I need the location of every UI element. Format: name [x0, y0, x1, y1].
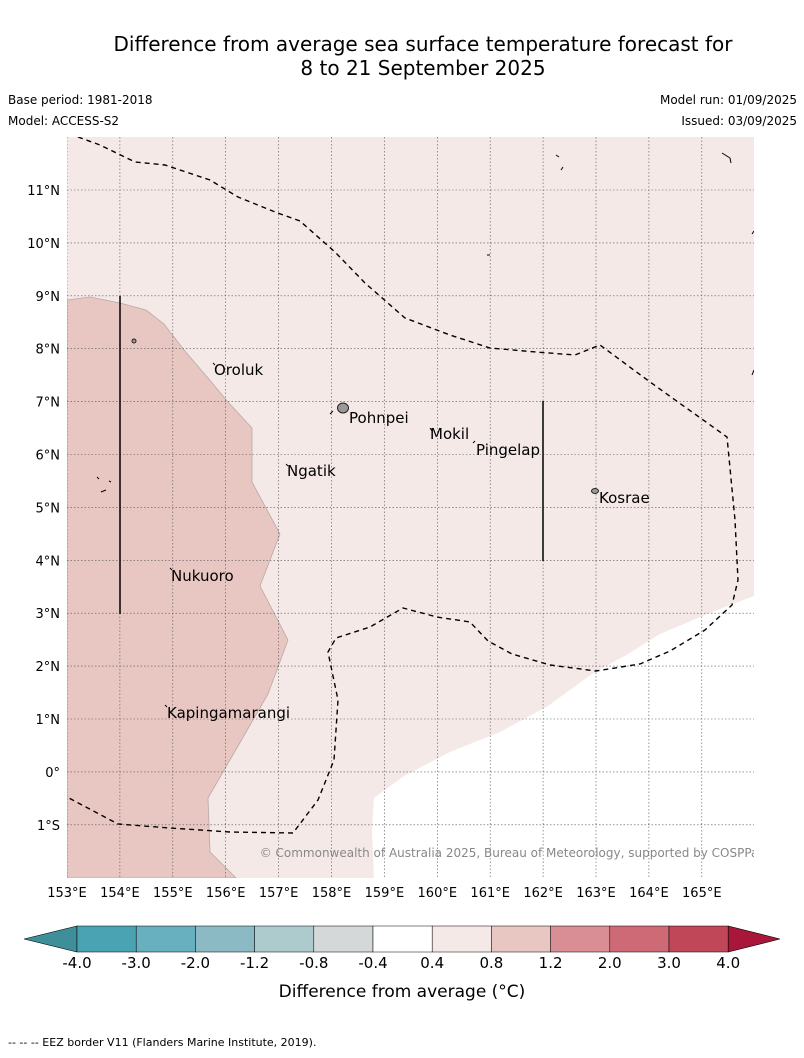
colorbar-tick-label: -4.0 — [62, 954, 91, 972]
latitude-tick-label: 8°N — [36, 343, 61, 358]
place-label-pohnpei: Pohnpei — [349, 409, 409, 427]
colorbar-swatch — [491, 925, 551, 953]
longitude-tick-label: 159°E — [365, 886, 405, 901]
colorbar-swatch — [609, 925, 670, 953]
title-line-2: 8 to 21 September 2025 — [300, 56, 546, 80]
anomaly-band-0-8-1-2 — [67, 296, 289, 878]
base-period: Base period: 1981-2018 — [8, 93, 153, 107]
place-label-ngatik: Ngatik — [287, 462, 336, 480]
chart-title: Difference from average sea surface temp… — [0, 32, 804, 80]
model-run: Model run: 01/09/2025 — [659, 93, 797, 107]
colorbar-tick-label: -0.8 — [299, 954, 328, 972]
colorbar-tick-label: 0.4 — [420, 954, 444, 972]
longitude-tick-label: 161°E — [470, 886, 510, 901]
colorbar-extension-low — [23, 925, 78, 953]
graticule — [67, 137, 754, 878]
longitude-tick-label: 160°E — [418, 886, 458, 901]
colorbar-swatch — [135, 925, 196, 953]
eez-border-fsm — [67, 137, 739, 834]
colorbar-swatch — [76, 925, 137, 953]
colorbar-swatch — [372, 925, 433, 953]
colorbar-swatch — [254, 925, 315, 953]
colorbar — [23, 925, 781, 953]
eez-borders — [67, 137, 739, 834]
copyright-notice: © Commonwealth of Australia 2025, Bureau… — [260, 846, 765, 860]
title-line-1: Difference from average sea surface temp… — [113, 32, 733, 56]
colorbar-swatch — [550, 925, 611, 953]
longitude-tick-label: 156°E — [206, 886, 246, 901]
latitude-tick-label: 9°N — [36, 290, 61, 305]
longitude-tick-label: 158°E — [312, 886, 352, 901]
colorbar-tick-label: -1.2 — [240, 954, 269, 972]
colorbar-extension-high — [727, 925, 781, 953]
longitude-tick-label: 165°E — [682, 886, 722, 901]
place-label-kosrae: Kosrae — [599, 489, 650, 507]
islands — [131, 338, 599, 494]
latitude-tick-label: 11°N — [27, 184, 60, 199]
latitude-tick-label: 2°N — [36, 660, 61, 675]
colorbar-label: Difference from average (°C) — [279, 982, 526, 1002]
island-pohnpei — [337, 402, 349, 414]
small-atolls — [96, 152, 754, 708]
place-label-nukuoro: Nukuoro — [171, 567, 234, 585]
latitude-tick-label: 1°N — [36, 713, 61, 728]
longitude-tick-label: 157°E — [259, 886, 299, 901]
latitude-tick-label: 6°N — [36, 449, 61, 464]
colorbar-swatch — [668, 925, 729, 953]
latitude-tick-label: 0° — [45, 766, 60, 781]
island-kosrae — [591, 488, 599, 494]
colorbar-swatch — [195, 925, 255, 953]
anomaly-band-near-average — [372, 596, 754, 878]
eez-footnote: -- -- -- EEZ border V11 (Flanders Marine… — [8, 1036, 317, 1049]
latitude-labels: 11°N 10°N 9°N 8°N 7°N 6°N 5°N 4°N 3°N 2°N 1°N 0° 1°S — [27, 184, 60, 834]
colorbar-swatch — [313, 925, 374, 953]
longitude-labels: 153°E 154°E 155°E 156°E 157°E 158°E 159°E 160°E… — [47, 886, 721, 901]
latitude-tick-label: 4°N — [36, 554, 61, 569]
longitude-tick-label: 162°E — [523, 886, 563, 901]
colorbar-swatch — [431, 925, 492, 953]
latitude-tick-label: 10°N — [27, 237, 60, 252]
latitude-tick-label: 1°S — [37, 819, 60, 834]
colorbar-tick-label: 0.8 — [479, 954, 503, 972]
place-labels: Oroluk Pohnpei Mokil Pingelap Ngatik Kos… — [167, 361, 650, 722]
colorbar-tick-label: -0.4 — [358, 954, 387, 972]
longitude-tick-label: 163°E — [576, 886, 616, 901]
colorbar-tick-label: -2.0 — [181, 954, 210, 972]
colorbar-tick-label: -3.0 — [122, 954, 151, 972]
colorbar-tick-label: 2.0 — [598, 954, 622, 972]
model-name: Model: ACCESS-S2 — [8, 114, 120, 128]
longitude-tick-label: 153°E — [47, 886, 87, 901]
island-west-atoll — [131, 338, 137, 344]
colorbar-ticks: -4.0 -3.0 -2.0 -1.2 -0.8 -0.4 0.4 0.8 1.2 2.0 3.0 4… — [62, 954, 740, 972]
latitude-tick-label: 3°N — [36, 607, 61, 622]
issued-date: Issued: 03/09/2025 — [681, 114, 797, 128]
map-panel: Oroluk Pohnpei Mokil Pingelap Ngatik Kos… — [67, 137, 765, 878]
colorbar-tick-label: 1.2 — [539, 954, 563, 972]
longitude-tick-label: 155°E — [153, 886, 193, 901]
colorbar-tick-label: 4.0 — [716, 954, 740, 972]
colorbar-tick-label: 3.0 — [657, 954, 681, 972]
place-label-kapingamarangi: Kapingamarangi — [167, 704, 290, 722]
place-label-pingelap: Pingelap — [476, 441, 540, 459]
place-label-mokil: Mokil — [430, 425, 469, 443]
longitude-tick-label: 154°E — [100, 886, 140, 901]
place-label-oroluk: Oroluk — [214, 361, 263, 379]
latitude-tick-label: 7°N — [36, 396, 61, 411]
longitude-tick-label: 164°E — [629, 886, 669, 901]
latitude-tick-label: 5°N — [36, 501, 61, 516]
